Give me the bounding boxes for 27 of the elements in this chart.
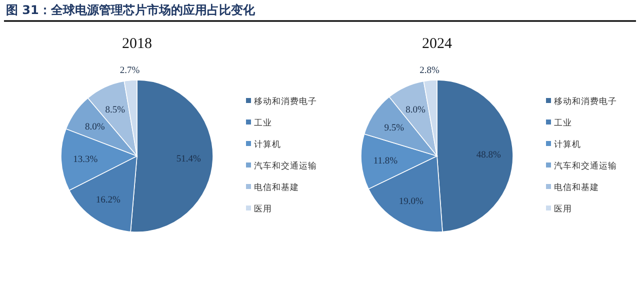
legend-label: 电信和基建 (254, 182, 299, 193)
legend-label: 医用 (554, 204, 572, 214)
legend-label: 计算机 (254, 139, 281, 150)
data-label: 8.0% (84, 122, 105, 133)
caption: 图 31：全球电源管理芯片市场的应用占比变化 (6, 3, 256, 17)
legend-label: 工业 (254, 118, 272, 128)
data-label: 2.8% (420, 66, 440, 76)
data-label: 16.2% (96, 195, 120, 206)
data-label: 13.3% (73, 155, 98, 166)
data-label: 2.7% (120, 66, 140, 76)
data-label: 9.5% (384, 124, 404, 134)
legend-label: 汽车和交通运输 (554, 160, 617, 172)
chart-title: 2024 (422, 36, 452, 52)
legend-label: 电信和基建 (554, 182, 599, 193)
legend-label: 医用 (254, 204, 272, 214)
data-label: 19.0% (398, 197, 424, 208)
legend-label: 工业 (554, 118, 572, 128)
legend-label: 计算机 (554, 139, 581, 150)
data-label: 8.5% (105, 106, 126, 116)
legend-label: 汽车和交通运输 (254, 160, 317, 172)
data-label: 48.8% (476, 150, 501, 161)
legend-label: 移动和消费电子 (254, 96, 317, 107)
data-label: 8.0% (406, 105, 426, 116)
data-label: 11.8% (373, 156, 398, 166)
data-label: 51.4% (176, 154, 201, 165)
chart-title: 2018 (122, 36, 152, 52)
legend-label: 移动和消费电子 (554, 96, 617, 107)
